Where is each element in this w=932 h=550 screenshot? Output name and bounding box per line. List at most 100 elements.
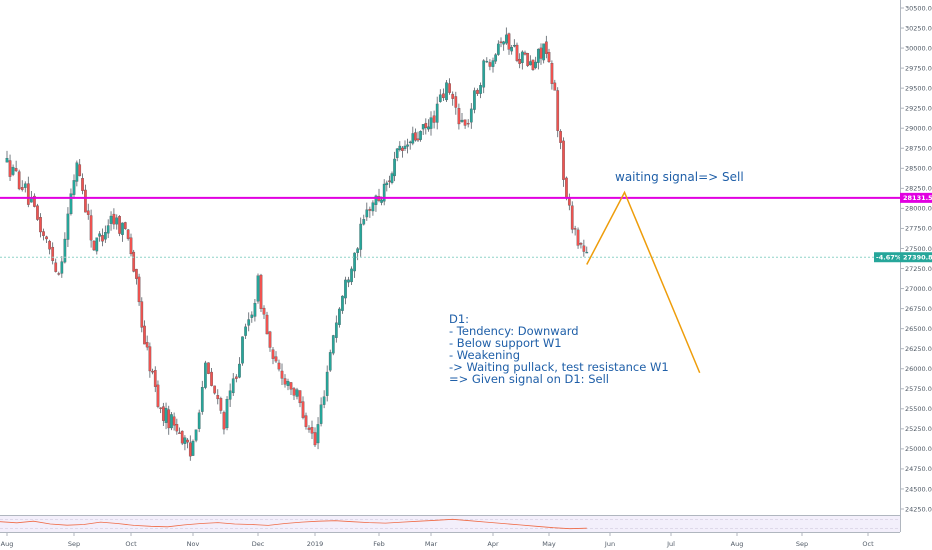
note-line-6: => Given signal on D1: Sell — [449, 372, 609, 386]
candle-body — [244, 326, 247, 336]
candle-body — [225, 399, 229, 429]
price-tick-label: 30000.0 — [905, 44, 932, 52]
candle-body — [101, 235, 104, 242]
price-change-badge — [874, 252, 900, 263]
signal-annotation: waiting signal=> Sell — [615, 170, 744, 184]
candle-body — [115, 217, 119, 225]
time-tick-label: Jul — [666, 540, 675, 548]
candle-body — [559, 131, 562, 143]
candle-body — [197, 412, 201, 429]
candle-body — [539, 47, 543, 59]
time-tick-label: Nov — [187, 540, 200, 548]
candle-body — [542, 43, 546, 61]
candle-body — [395, 148, 399, 158]
candle-body — [463, 119, 467, 126]
candle-body — [274, 356, 278, 362]
candle-body — [429, 117, 433, 129]
price-change-label: -4.67% — [876, 254, 902, 262]
time-tick-label: Oct — [862, 540, 874, 548]
candle-body — [167, 409, 171, 429]
candle-body — [494, 54, 498, 62]
candle-body — [518, 58, 522, 64]
candle-body — [191, 440, 195, 456]
candle-body — [295, 389, 299, 397]
candle-body — [419, 130, 422, 140]
price-tick-label: 30250.0 — [905, 24, 932, 32]
candle-body — [180, 430, 184, 444]
candle-body — [231, 378, 235, 394]
candle-body — [222, 412, 226, 430]
candle-body — [502, 41, 506, 45]
note-line-4: - Weakening — [449, 348, 520, 362]
resistance-price-label: 28131.5 — [903, 194, 932, 202]
candle-body — [536, 48, 540, 63]
candle-body — [582, 245, 586, 252]
candle-body — [313, 432, 317, 446]
candle-body — [359, 223, 363, 250]
candle-body — [78, 164, 82, 177]
candle-body — [344, 279, 347, 299]
candle-body — [507, 33, 511, 50]
candle-body — [371, 202, 375, 212]
price-tick-label: 29500.0 — [905, 84, 932, 92]
candle-body — [304, 415, 308, 427]
candle-body — [547, 52, 551, 63]
candle-body — [380, 199, 383, 203]
candle-body — [207, 362, 210, 374]
candle-body — [307, 427, 311, 430]
candle-body — [26, 183, 30, 205]
candle-body — [66, 213, 70, 240]
candle-body — [442, 93, 445, 99]
note-line-2: - Tendency: Downward — [449, 324, 579, 338]
candle-body — [135, 268, 138, 279]
candle-body — [151, 370, 154, 373]
candle-body — [172, 416, 176, 426]
candle-body — [362, 219, 366, 225]
candle-body — [14, 168, 18, 172]
candle-body — [401, 147, 404, 151]
candle-body — [161, 406, 165, 421]
price-tick-label: 27750.0 — [905, 225, 932, 233]
candle-body — [271, 349, 275, 359]
candle-body — [262, 307, 266, 315]
candle-body — [265, 314, 269, 335]
candle-body — [36, 205, 39, 220]
candle-body — [457, 107, 461, 125]
candle-body — [341, 295, 344, 311]
forecast-path — [586, 190, 701, 374]
time-tick-label: Apr — [487, 540, 499, 548]
candle-body — [365, 209, 369, 218]
price-tick-label: 24750.0 — [905, 465, 932, 473]
price-tick-label: 24250.0 — [905, 505, 932, 513]
candle-body — [89, 215, 93, 241]
candle-body — [213, 385, 217, 394]
time-axis[interactable]: Aug Sep Oct Nov Dec 2019 Feb Mar Apr May Jun Jul Aug… — [1, 532, 874, 548]
candle-body — [421, 124, 425, 130]
candle-body — [573, 228, 577, 230]
price-tick-label: 26500.0 — [905, 325, 932, 333]
candle-body — [5, 158, 9, 163]
candle-body — [118, 216, 121, 234]
price-tick-label: 28250.0 — [905, 185, 932, 193]
price-axis[interactable]: 30500.0 30250.0 30000.0 29750.0 29500.0 29250… — [900, 4, 932, 513]
candle-body — [473, 90, 476, 110]
candle-body — [72, 180, 76, 195]
candle-body — [42, 231, 45, 236]
candle-body — [556, 90, 560, 131]
candle-body — [81, 178, 84, 191]
candle-body — [183, 437, 187, 444]
candle-body — [98, 233, 101, 237]
time-tick-label: May — [542, 540, 556, 548]
candle-body — [298, 390, 302, 404]
candle-body — [234, 376, 238, 379]
candle-body — [20, 187, 24, 190]
candle-body — [390, 173, 394, 183]
candle-body — [175, 424, 179, 432]
candle-body — [414, 132, 417, 141]
candle-body — [123, 222, 127, 229]
candle-body — [54, 262, 58, 272]
candle-body — [424, 122, 428, 129]
candle-body — [186, 439, 189, 443]
rsi-panel[interactable] — [0, 516, 900, 532]
